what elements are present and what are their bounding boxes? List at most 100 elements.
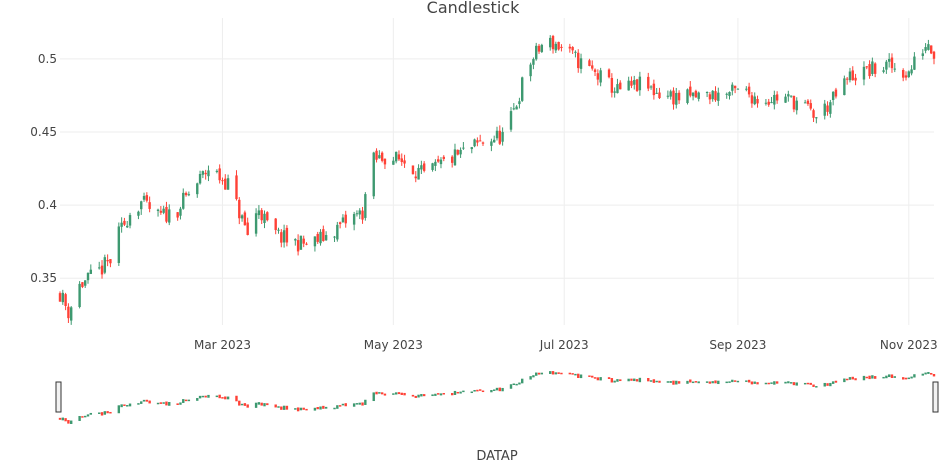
candle-increasing [529,62,532,82]
range-slider-handle-right[interactable] [932,381,939,413]
candle-decreasing [67,303,70,323]
slider-candle [509,384,513,389]
slider-candle [344,403,347,407]
candle-increasing [299,235,303,250]
slider-candle [845,378,849,381]
range-slider[interactable] [55,368,939,424]
slider-candle [848,377,852,380]
candle-decreasing [285,225,289,247]
candle-increasing [495,126,499,141]
slider-candle [633,378,636,382]
candle-decreasing [344,210,347,228]
candle-decreasing [218,164,221,184]
slider-candle [588,375,591,377]
slider-candle [929,372,933,375]
slider-candle [478,389,482,391]
slider-candle [677,381,681,384]
slider-candle [672,380,675,385]
slider-candle [78,415,81,421]
candle-increasing [473,138,476,148]
candle-increasing [254,208,258,237]
slider-candle [378,392,381,394]
candle-increasing [490,138,493,152]
slider-candle [380,392,384,395]
slider-candle [512,383,516,386]
slider-candle [420,394,423,397]
candle-decreasing [442,155,445,162]
candle-increasing [168,204,171,226]
candle-increasing [198,170,202,185]
candle-decreasing [64,292,67,311]
slider-candle [352,403,356,407]
candle-increasing [179,206,182,220]
slider-candle [142,399,146,402]
candle-decreasing [414,171,417,183]
slider-candle [481,390,485,393]
candle-increasing [240,214,244,222]
slider-candle [574,373,577,376]
candle-decreasing [274,218,277,235]
candle-decreasing [243,210,247,226]
slider-candle [770,382,773,384]
candle-increasing [420,160,423,174]
slider-candle [756,382,759,385]
slider-candle [84,415,87,418]
candle-decreasing [224,174,227,190]
slider-candle [792,382,796,386]
slider-candle [61,417,65,421]
candle-decreasing [904,71,908,81]
candle-increasing [459,147,462,158]
slider-candle [518,382,521,385]
candle-increasing [352,211,356,231]
slider-candle [375,391,378,395]
candle-increasing [711,90,714,102]
slider-candle [140,401,143,404]
slider-candle [714,380,717,384]
slider-candle [120,404,123,408]
candle-increasing [599,67,602,87]
candles [58,34,936,325]
slider-candle [235,395,238,402]
slider-candle [921,373,924,376]
slider-candle [355,403,359,405]
candle-increasing [907,70,910,79]
slider-candle [635,379,639,382]
candle-decreasing [361,206,364,224]
candle-increasing [282,224,286,248]
slider-candle [492,389,496,391]
candle-decreasing [266,211,269,222]
candle-increasing [705,91,709,98]
slider-candle [731,379,734,383]
candle-decreasing [58,291,62,302]
slider-candle [885,375,888,379]
slider-candle [725,381,728,384]
candle-increasing [823,99,826,120]
slider-candle [666,381,670,383]
slider-candle [773,381,776,385]
candle-decreasing [733,85,737,94]
slider-candle [697,381,700,384]
candle-increasing [787,90,790,102]
slider-candle [221,397,224,399]
slider-candle [764,382,768,385]
candle-decreasing [890,53,894,73]
slider-candle [927,371,930,374]
candle-increasing [364,192,367,221]
candle-decreasing [476,137,479,147]
slider-candle [361,402,364,406]
slider-candle [294,408,297,410]
candle-decreasing [577,49,580,73]
candle-increasing [341,214,345,223]
candle-increasing [196,182,199,198]
candle-decreasing [436,155,440,163]
candle-increasing [675,87,678,109]
candle-increasing [829,99,832,118]
slider-candle [913,374,916,378]
slider-candle [549,371,552,374]
range-slider-handle-left[interactable] [55,381,62,413]
slider-candle [324,406,328,409]
slider-candle [274,404,277,408]
candle-increasing [207,165,210,182]
candle-increasing [725,92,728,99]
candle-increasing [669,89,672,100]
